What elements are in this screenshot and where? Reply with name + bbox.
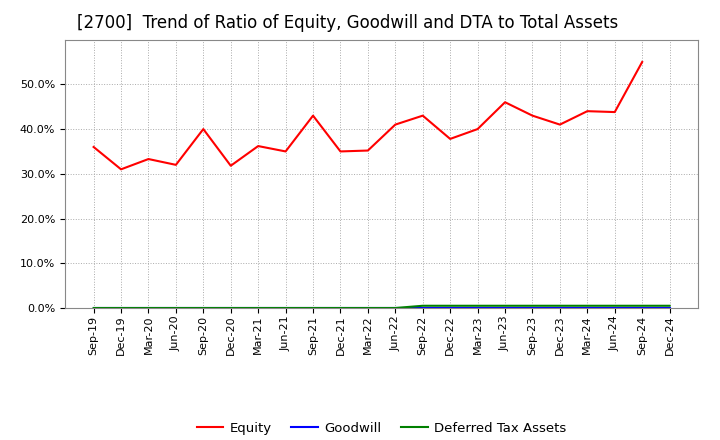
Deferred Tax Assets: [473, 303, 482, 308]
Text: [2700]  Trend of Ratio of Equity, Goodwill and DTA to Total Assets: [2700] Trend of Ratio of Equity, Goodwil…: [78, 15, 618, 33]
Equity: [391, 122, 400, 127]
Goodwill: [473, 305, 482, 311]
Goodwill: [309, 305, 318, 311]
Goodwill: [446, 305, 454, 311]
Goodwill: [638, 305, 647, 311]
Deferred Tax Assets: [446, 303, 454, 308]
Deferred Tax Assets: [391, 305, 400, 311]
Equity: [500, 99, 509, 105]
Goodwill: [282, 305, 290, 311]
Equity: [611, 110, 619, 115]
Goodwill: [391, 305, 400, 311]
Equity: [473, 126, 482, 132]
Equity: [117, 167, 125, 172]
Goodwill: [254, 305, 263, 311]
Deferred Tax Assets: [418, 303, 427, 308]
Equity: [226, 163, 235, 169]
Equity: [254, 143, 263, 149]
Equity: [171, 162, 180, 168]
Equity: [89, 144, 98, 150]
Deferred Tax Assets: [282, 305, 290, 311]
Deferred Tax Assets: [638, 303, 647, 308]
Equity: [199, 126, 207, 132]
Line: Deferred Tax Assets: Deferred Tax Assets: [94, 306, 670, 308]
Equity: [556, 122, 564, 127]
Goodwill: [336, 305, 345, 311]
Goodwill: [364, 305, 372, 311]
Goodwill: [144, 305, 153, 311]
Goodwill: [500, 305, 509, 311]
Goodwill: [199, 305, 207, 311]
Deferred Tax Assets: [254, 305, 263, 311]
Equity: [528, 113, 537, 118]
Legend: Equity, Goodwill, Deferred Tax Assets: Equity, Goodwill, Deferred Tax Assets: [192, 417, 572, 440]
Equity: [638, 59, 647, 65]
Deferred Tax Assets: [144, 305, 153, 311]
Equity: [144, 156, 153, 161]
Deferred Tax Assets: [336, 305, 345, 311]
Goodwill: [418, 305, 427, 311]
Goodwill: [171, 305, 180, 311]
Deferred Tax Assets: [89, 305, 98, 311]
Deferred Tax Assets: [199, 305, 207, 311]
Goodwill: [611, 305, 619, 311]
Deferred Tax Assets: [171, 305, 180, 311]
Deferred Tax Assets: [309, 305, 318, 311]
Equity: [309, 113, 318, 118]
Deferred Tax Assets: [583, 303, 592, 308]
Equity: [364, 148, 372, 153]
Deferred Tax Assets: [611, 303, 619, 308]
Equity: [583, 109, 592, 114]
Goodwill: [665, 305, 674, 311]
Deferred Tax Assets: [665, 303, 674, 308]
Goodwill: [89, 305, 98, 311]
Deferred Tax Assets: [364, 305, 372, 311]
Goodwill: [556, 305, 564, 311]
Equity: [282, 149, 290, 154]
Deferred Tax Assets: [500, 303, 509, 308]
Goodwill: [528, 305, 537, 311]
Equity: [418, 113, 427, 118]
Equity: [336, 149, 345, 154]
Deferred Tax Assets: [226, 305, 235, 311]
Equity: [446, 136, 454, 142]
Goodwill: [226, 305, 235, 311]
Goodwill: [583, 305, 592, 311]
Deferred Tax Assets: [556, 303, 564, 308]
Deferred Tax Assets: [117, 305, 125, 311]
Deferred Tax Assets: [528, 303, 537, 308]
Goodwill: [117, 305, 125, 311]
Line: Equity: Equity: [94, 62, 642, 169]
